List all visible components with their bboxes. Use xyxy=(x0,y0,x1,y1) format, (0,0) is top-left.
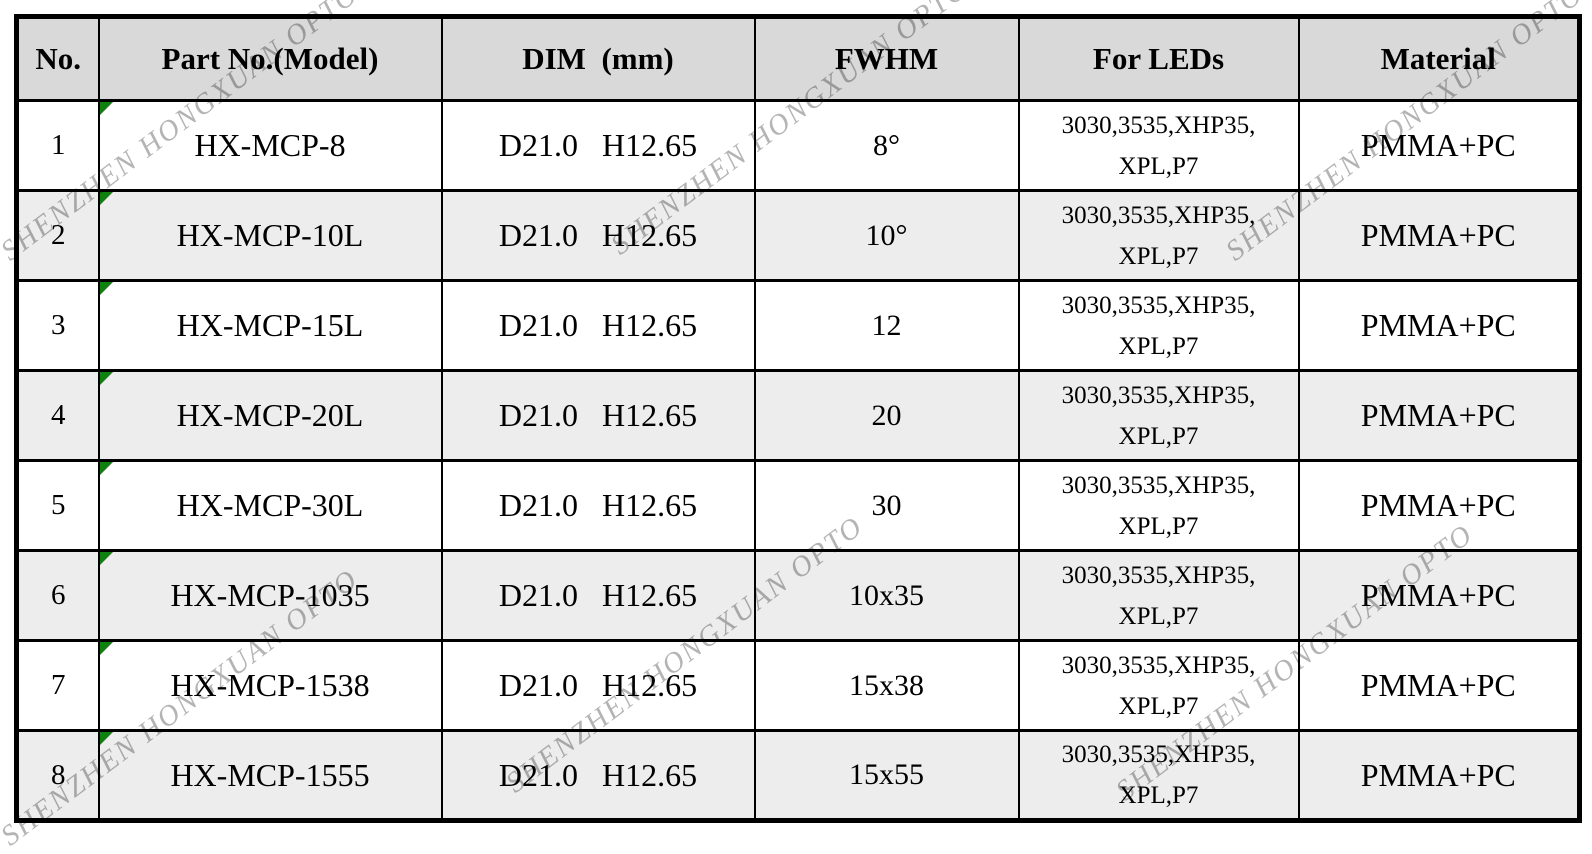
product-spec-table: No. Part No.(Model) DIM (mm) FWHM For LE… xyxy=(14,14,1582,823)
cell-part-no: HX-MCP-1035 xyxy=(97,549,443,642)
part-no-text: HX-MCP-30L xyxy=(176,487,364,523)
cell-part-no: HX-MCP-15L xyxy=(97,279,443,372)
cell-dim: D21.0 H12.65 xyxy=(440,99,756,192)
part-no-text: HX-MCP-1555 xyxy=(170,756,370,793)
cell-part-no: HX-MCP-1538 xyxy=(97,639,443,732)
header-row: No. Part No.(Model) DIM (mm) FWHM For LE… xyxy=(15,15,1581,102)
col-header-fwhm: FWHM xyxy=(753,15,1020,102)
cell-flag-triangle-icon xyxy=(100,283,113,295)
cell-fwhm: 8° xyxy=(753,99,1020,192)
cell-material: PMMA+PC xyxy=(1297,639,1581,732)
col-header-material: Material xyxy=(1297,15,1581,102)
cell-part-no: HX-MCP-8 xyxy=(97,99,443,192)
cell-fwhm: 20 xyxy=(753,369,1020,462)
cell-no: 2 xyxy=(15,189,100,282)
part-no-text: HX-MCP-20L xyxy=(176,397,364,433)
cell-dim: D21.0 H12.65 xyxy=(440,369,756,462)
cell-no: 8 xyxy=(15,729,100,822)
col-header-for-leds: For LEDs xyxy=(1017,15,1300,102)
cell-dim: D21.0 H12.65 xyxy=(440,279,756,372)
cell-flag-triangle-icon xyxy=(100,373,113,385)
cell-dim: D21.0 H12.65 xyxy=(440,459,756,552)
cell-for-leds: 3030,3535,XHP35, XPL,P7 xyxy=(1017,99,1300,192)
cell-no: 3 xyxy=(15,279,100,372)
cell-dim: D21.0 H12.65 xyxy=(440,729,756,822)
cell-for-leds: 3030,3535,XHP35, XPL,P7 xyxy=(1017,459,1300,552)
cell-fwhm: 30 xyxy=(753,459,1020,552)
cell-material: PMMA+PC xyxy=(1297,729,1581,822)
cell-material: PMMA+PC xyxy=(1297,189,1581,282)
cell-material: PMMA+PC xyxy=(1297,279,1581,372)
cell-flag-triangle-icon xyxy=(100,463,113,475)
cell-no: 6 xyxy=(15,549,100,642)
table-row: 5 HX-MCP-30L D21.0 H12.65 30 3030,3535,X… xyxy=(15,459,1581,552)
cell-part-no: HX-MCP-1555 xyxy=(97,729,443,822)
cell-for-leds: 3030,3535,XHP35, XPL,P7 xyxy=(1017,549,1300,642)
col-header-dim: DIM (mm) xyxy=(440,15,756,102)
cell-for-leds: 3030,3535,XHP35, XPL,P7 xyxy=(1017,369,1300,462)
col-header-no: No. xyxy=(15,15,100,102)
cell-no: 4 xyxy=(15,369,100,462)
cell-for-leds: 3030,3535,XHP35, XPL,P7 xyxy=(1017,189,1300,282)
table-row: 8 HX-MCP-1555 D21.0 H12.65 15x55 3030,35… xyxy=(15,729,1581,822)
cell-fwhm: 15x38 xyxy=(753,639,1020,732)
cell-no: 5 xyxy=(15,459,100,552)
cell-flag-triangle-icon xyxy=(100,193,113,205)
cell-material: PMMA+PC xyxy=(1297,369,1581,462)
cell-material: PMMA+PC xyxy=(1297,99,1581,192)
part-no-text: HX-MCP-1538 xyxy=(170,667,370,703)
cell-for-leds: 3030,3535,XHP35, XPL,P7 xyxy=(1017,639,1300,732)
cell-dim: D21.0 H12.65 xyxy=(440,549,756,642)
col-header-part-no: Part No.(Model) xyxy=(97,15,443,102)
cell-no: 1 xyxy=(15,99,100,192)
cell-dim: D21.0 H12.65 xyxy=(440,639,756,732)
table-row: 2 HX-MCP-10L D21.0 H12.65 10° 3030,3535,… xyxy=(15,189,1581,282)
cell-part-no: HX-MCP-20L xyxy=(97,369,443,462)
part-no-text: HX-MCP-15L xyxy=(176,307,364,343)
cell-fwhm: 10x35 xyxy=(753,549,1020,642)
table-row: 7 HX-MCP-1538 D21.0 H12.65 15x38 3030,35… xyxy=(15,639,1581,732)
cell-part-no: HX-MCP-10L xyxy=(97,189,443,282)
cell-fwhm: 10° xyxy=(753,189,1020,282)
part-no-text: HX-MCP-10L xyxy=(176,217,364,253)
table-row: 3 HX-MCP-15L D21.0 H12.65 12 3030,3535,X… xyxy=(15,279,1581,372)
cell-no: 7 xyxy=(15,639,100,732)
cell-material: PMMA+PC xyxy=(1297,459,1581,552)
cell-material: PMMA+PC xyxy=(1297,549,1581,642)
part-no-text: HX-MCP-1035 xyxy=(170,577,370,613)
table-row: 1 HX-MCP-8 D21.0 H12.65 8° 3030,3535,XHP… xyxy=(15,99,1581,192)
cell-part-no: HX-MCP-30L xyxy=(97,459,443,552)
cell-dim: D21.0 H12.65 xyxy=(440,189,756,282)
cell-flag-triangle-icon xyxy=(100,643,113,655)
cell-for-leds: 3030,3535,XHP35, XPL,P7 xyxy=(1017,729,1300,822)
cell-fwhm: 15x55 xyxy=(753,729,1020,822)
part-no-text: HX-MCP-8 xyxy=(194,127,346,163)
cell-flag-triangle-icon xyxy=(100,553,113,565)
table-row: 4 HX-MCP-20L D21.0 H12.65 20 3030,3535,X… xyxy=(15,369,1581,462)
table-row: 6 HX-MCP-1035 D21.0 H12.65 10x35 3030,35… xyxy=(15,549,1581,642)
cell-for-leds: 3030,3535,XHP35, XPL,P7 xyxy=(1017,279,1300,372)
cell-flag-triangle-icon xyxy=(100,733,113,745)
cell-flag-triangle-icon xyxy=(100,103,113,115)
cell-fwhm: 12 xyxy=(753,279,1020,372)
